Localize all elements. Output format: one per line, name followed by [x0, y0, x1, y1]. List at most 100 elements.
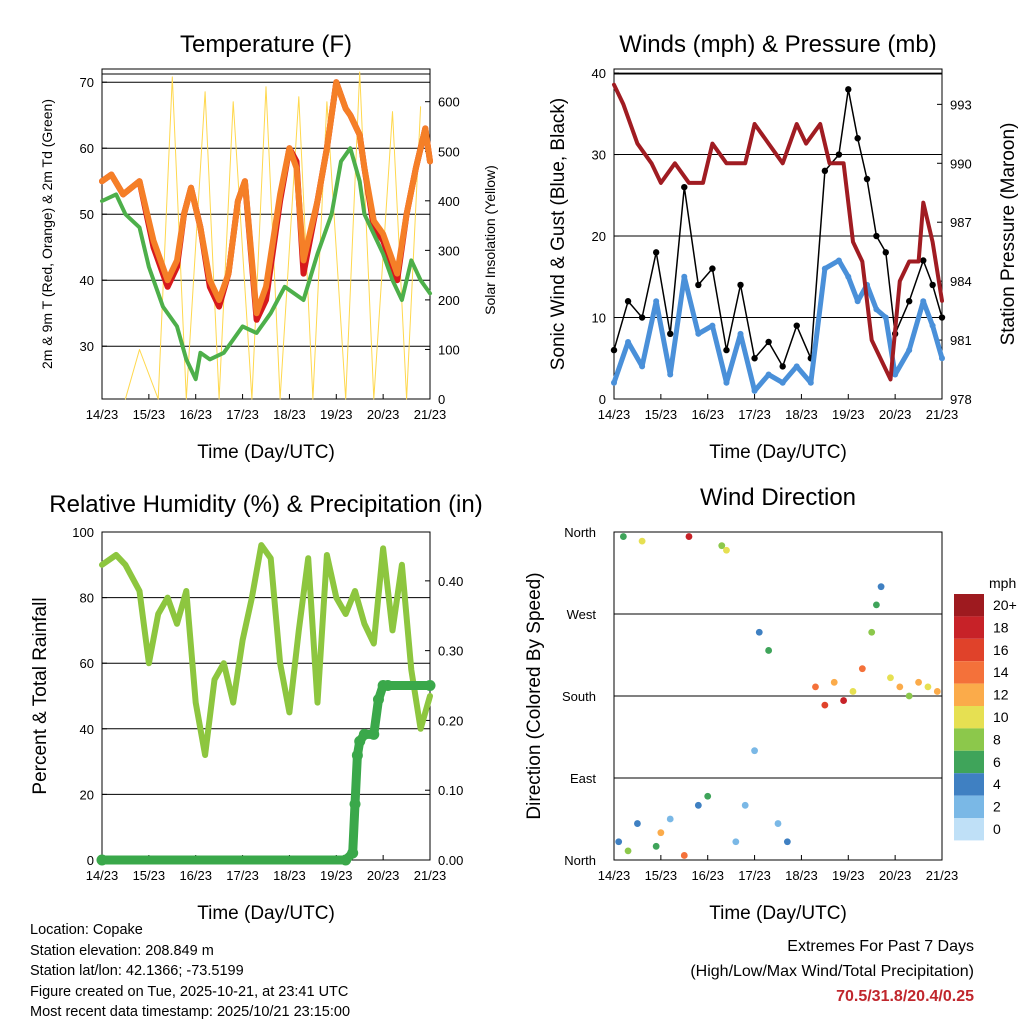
wind-point: [873, 306, 880, 313]
direction-point: [840, 697, 847, 704]
pressure-line: [612, 82, 944, 382]
precip-point: [340, 854, 352, 866]
y2-tick-label: 993: [950, 97, 972, 112]
y-tick-label: 40: [592, 66, 606, 81]
legend-label: 16: [993, 642, 1009, 658]
extremes-values: 70.5/31.8/20.4/0.25: [836, 988, 974, 1005]
rh-line: [99, 542, 433, 758]
precip-point: [358, 728, 370, 740]
gust-point: [751, 355, 758, 362]
wind-point: [639, 363, 646, 370]
timestamp-text: Most recent data timestamp: 2025/10/21 2…: [30, 1004, 351, 1020]
y-tick-label: 10: [592, 311, 606, 326]
gust-point: [882, 249, 889, 256]
legend-label: 18: [993, 619, 1009, 635]
y-tick-label: South: [562, 689, 596, 704]
x-tick-label: 19/23: [832, 868, 865, 883]
gust-point: [681, 183, 688, 191]
direction-point: [858, 665, 866, 673]
direction-point: [638, 537, 646, 545]
gust-point: [652, 249, 660, 256]
wind-point: [681, 273, 688, 280]
y-tick-label: 100: [72, 525, 94, 540]
direction-point: [685, 533, 693, 540]
y2-tick-label: 100: [438, 342, 460, 357]
y-tick-label: 70: [80, 75, 94, 90]
x-tick-label: 18/23: [785, 407, 818, 422]
x-tick-label: 15/23: [133, 868, 166, 883]
wind-point: [625, 338, 632, 345]
chart-title: Relative Humidity (%) & Precipitation (i…: [49, 491, 482, 518]
legend-swatch: [954, 750, 984, 774]
direction-point: [732, 838, 740, 846]
legend-label: 20+: [993, 597, 1017, 613]
plot-frame: [613, 68, 943, 400]
wind-point: [882, 314, 889, 321]
precip-point: [96, 854, 108, 866]
direction-point: [751, 747, 758, 755]
temp-9m-line: [99, 79, 433, 317]
precip-point: [372, 693, 384, 705]
y-axis-label: Sonic Wind & Gust (Blue, Black): [548, 98, 569, 370]
direction-point: [774, 820, 782, 827]
x-axis-label: Time (Day/UTC): [197, 442, 335, 463]
precip-point: [347, 847, 359, 859]
precip-point: [368, 728, 380, 740]
location-text: Location: Copake: [30, 922, 143, 938]
direction-point: [830, 678, 838, 686]
plot-frame: [101, 68, 431, 400]
direction-point: [755, 628, 763, 636]
y-tick-label: 20: [80, 787, 94, 802]
x-tick-label: 21/23: [414, 868, 447, 883]
direction-point: [619, 533, 627, 540]
direction-point: [849, 688, 857, 695]
speed-legend: mph 20+ 18 16 14 12 10 8 6 4 2 0: [954, 575, 1017, 841]
x-tick-label: 16/23: [179, 868, 212, 883]
y2-tick-label: 0.20: [438, 713, 463, 728]
x-tick-label: 18/23: [785, 868, 818, 883]
x-tick-label: 21/23: [414, 407, 447, 422]
y-tick-label: North: [564, 525, 596, 540]
y-tick-label: East: [570, 771, 596, 786]
chart-title: Temperature (F): [180, 31, 352, 58]
panel-1: Temperature (F) Time (Day/UTC) 14/23 15/23 1…: [39, 31, 498, 463]
x-tick-label: 14/23: [598, 407, 631, 422]
direction-point: [933, 688, 941, 695]
direction-point: [765, 647, 773, 654]
elevation-text: Station elevation: 208.849 m: [30, 942, 214, 959]
x-tick-label: 17/23: [226, 868, 259, 883]
direction-point: [877, 583, 885, 591]
y-tick-label: 40: [80, 722, 94, 737]
direction-point: [821, 701, 829, 709]
x-tick-label: 14/23: [86, 407, 119, 422]
y-tick-label: 30: [80, 339, 94, 354]
gust-point: [821, 167, 829, 175]
y2-tick-label: 0: [438, 392, 445, 407]
wind-point: [765, 371, 772, 378]
x-tick-label: 14/23: [598, 868, 631, 883]
y2-tick-label: 500: [438, 144, 460, 159]
y-tick-label: 80: [80, 591, 94, 606]
legend-label: 4: [993, 776, 1001, 792]
y2-tick-label: 987: [950, 215, 972, 230]
y2-tick-label: 300: [438, 243, 460, 258]
x-tick-label: 20/23: [367, 868, 400, 883]
precip-line: [97, 681, 435, 865]
y2-tick-label: 600: [438, 95, 460, 110]
created-text: Figure created on Tue, 2025-10-21, at 23…: [30, 983, 349, 1000]
wind-point: [793, 363, 800, 370]
y2-tick-label: 200: [438, 293, 460, 308]
y-tick-label: 50: [80, 207, 94, 222]
direction-point: [873, 601, 880, 609]
x-tick-label: 15/23: [645, 407, 678, 422]
y-tick-label: North: [564, 853, 596, 868]
gust-point: [638, 314, 646, 321]
legend-label: 14: [993, 664, 1009, 680]
x-tick-label: 15/23: [133, 407, 166, 422]
x-tick-label: 19/23: [320, 868, 353, 883]
panel-2: Winds (mph) & Pressure (mb) Time (Day/UTC…: [548, 31, 1019, 463]
legend-swatch: [954, 594, 984, 617]
direction-point: [741, 801, 749, 809]
x-axis-label: Time (Day/UTC): [709, 903, 847, 924]
